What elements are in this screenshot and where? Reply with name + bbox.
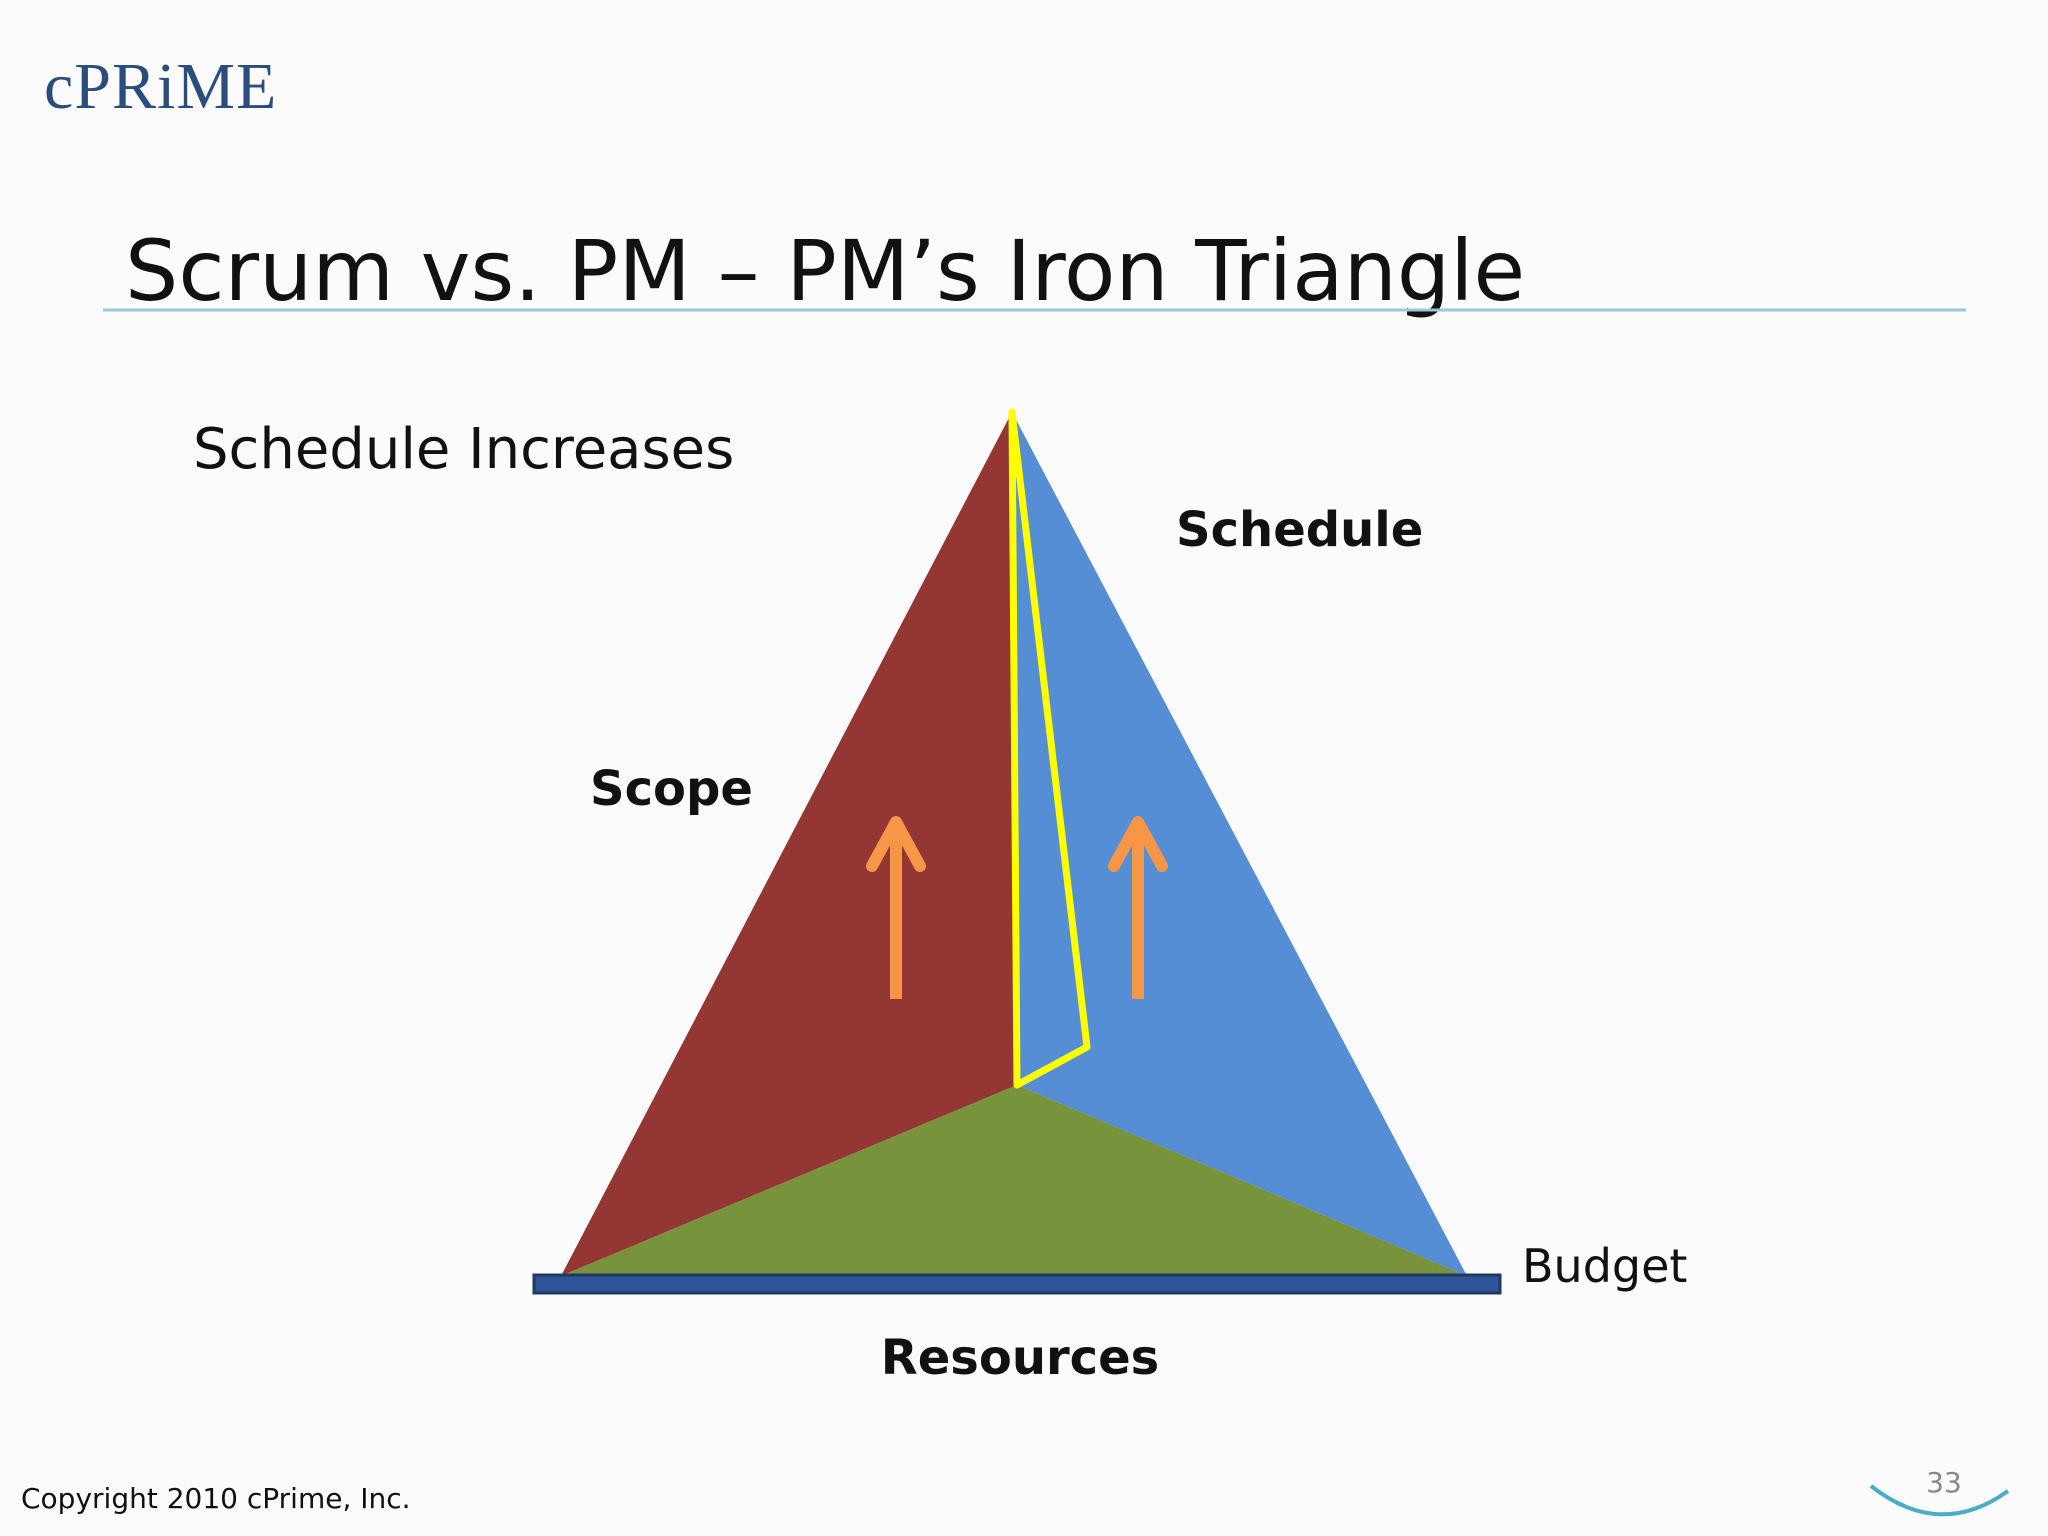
scope-label: Scope <box>590 761 753 817</box>
base-bar <box>532 1273 1502 1295</box>
page-swoosh <box>1869 1484 2010 1517</box>
logo: cPRiME <box>44 50 277 123</box>
schedule-label: Schedule <box>1176 502 1423 558</box>
arrow-head <box>866 816 926 872</box>
page-number: 33 <box>1926 1466 1962 1499</box>
resources-label: Resources <box>881 1330 1159 1386</box>
title: Scrum vs. PM – PM’s Iron Triangle <box>125 222 1525 320</box>
budget-label: Budget <box>1522 1239 1687 1293</box>
resources-face <box>561 1085 1467 1276</box>
subtitle: Schedule Increases <box>193 417 734 482</box>
arrows <box>866 816 1168 999</box>
schedule-increase-outline <box>1008 408 1091 1089</box>
copyright: Copyright 2010 cPrime, Inc. <box>21 1482 411 1515</box>
schedule-face <box>1012 412 1467 1276</box>
arrow-head <box>1108 816 1168 872</box>
scope-face <box>561 412 1017 1276</box>
